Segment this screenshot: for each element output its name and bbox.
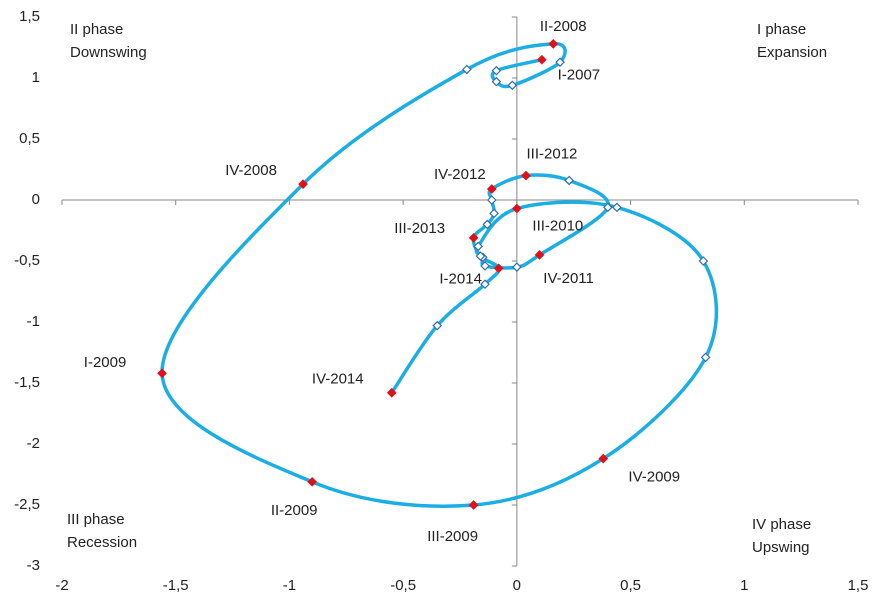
point-marker	[491, 65, 502, 76]
point-marker	[698, 256, 709, 266]
point-label: IV-2009	[628, 469, 680, 486]
point-marker	[612, 202, 622, 213]
point-marker	[480, 261, 490, 271]
point-marker	[564, 175, 575, 186]
point-marker	[534, 250, 545, 260]
quadrant-annotation: II phase	[70, 21, 123, 38]
quadrant-annotation: I phase	[757, 21, 806, 38]
point-marker	[486, 184, 497, 194]
point-label: II-2009	[271, 502, 318, 519]
point-marker	[598, 453, 609, 464]
quadrant-annotation: Upswing	[752, 539, 810, 556]
point-marker	[700, 352, 711, 363]
point-marker	[386, 387, 397, 398]
point-marker	[157, 368, 167, 379]
quadrant-annotation: Expansion	[757, 44, 827, 61]
x-tick-label: -2	[55, 577, 68, 594]
y-tick-label: -1,5	[14, 374, 40, 391]
point-label: IV-2011	[543, 270, 594, 287]
point-label: III-2012	[527, 146, 578, 163]
point-marker	[307, 476, 318, 487]
point-label: IV-2008	[225, 162, 277, 179]
point-marker	[486, 195, 497, 205]
point-marker	[489, 208, 499, 219]
point-label: III-2013	[394, 220, 445, 237]
point-marker	[482, 219, 493, 230]
y-tick-label: 0,5	[19, 130, 40, 147]
y-tick-label: 0	[32, 191, 40, 208]
point-label: I-2007	[558, 67, 601, 84]
point-label: III-2009	[427, 528, 478, 545]
y-tick-label: -3	[27, 557, 40, 574]
x-tick-label: 0	[513, 577, 521, 594]
x-tick-label: 1,5	[848, 577, 869, 594]
point-marker	[602, 202, 613, 213]
point-marker	[537, 54, 547, 65]
point-marker	[512, 203, 522, 214]
point-marker	[468, 232, 479, 243]
point-marker	[512, 262, 522, 272]
point-marker	[548, 38, 559, 49]
x-tick-label: 0,5	[620, 577, 641, 594]
point-label: II-2008	[540, 18, 587, 35]
point-marker	[432, 320, 443, 331]
y-tick-label: -0,5	[14, 252, 40, 269]
point-marker	[493, 263, 504, 274]
x-tick-label: -0,5	[390, 577, 416, 594]
x-tick-label: -1,5	[163, 577, 189, 594]
quadrant-annotation: III phase	[67, 511, 125, 528]
quadrant-annotation: IV phase	[752, 516, 811, 533]
point-label: IV-2014	[312, 371, 364, 388]
point-label: III-2010	[532, 218, 583, 235]
point-marker	[461, 64, 472, 75]
point-marker	[468, 500, 479, 510]
y-tick-label: -2,5	[14, 496, 40, 513]
y-tick-label: -2	[27, 435, 40, 452]
point-marker	[473, 241, 484, 252]
point-marker	[521, 170, 531, 181]
point-label: I-2014	[439, 270, 482, 287]
point-label: I-2009	[84, 354, 127, 371]
y-tick-label: 1	[32, 69, 40, 86]
point-marker	[480, 279, 490, 290]
point-marker	[491, 76, 502, 87]
quadrant-annotation: Downswing	[70, 44, 147, 61]
x-tick-label: 1	[740, 577, 748, 594]
point-label: IV-2012	[434, 166, 486, 183]
point-marker	[475, 251, 486, 261]
x-tick-label: -1	[283, 577, 296, 594]
point-marker	[507, 80, 518, 91]
quadrant-annotation: Recession	[67, 534, 137, 551]
point-marker	[298, 179, 308, 189]
y-tick-label: 1,5	[19, 8, 40, 25]
y-tick-label: -1	[27, 313, 40, 330]
point-marker	[555, 57, 565, 67]
